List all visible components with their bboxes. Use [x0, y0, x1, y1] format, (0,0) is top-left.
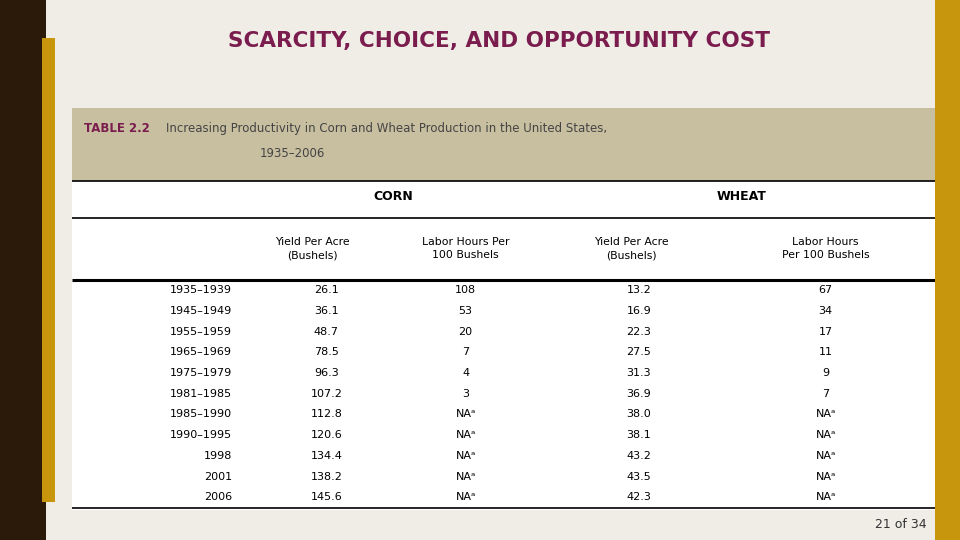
Text: CORN: CORN — [373, 190, 414, 203]
Text: WHEAT: WHEAT — [717, 190, 766, 203]
Text: 38.0: 38.0 — [627, 409, 651, 420]
Text: 7: 7 — [462, 347, 469, 357]
Text: Labor Hours Per
100 Bushels: Labor Hours Per 100 Bushels — [421, 237, 510, 260]
Text: 34: 34 — [819, 306, 832, 316]
Text: 38.1: 38.1 — [627, 430, 651, 440]
Text: Increasing Productivity in Corn and Wheat Production in the United States,: Increasing Productivity in Corn and Whea… — [166, 122, 608, 135]
Text: 1955–1959: 1955–1959 — [170, 327, 232, 336]
Text: 53: 53 — [459, 306, 472, 316]
Text: 1945–1949: 1945–1949 — [170, 306, 232, 316]
Text: 2001: 2001 — [204, 471, 232, 482]
Text: NAᵃ: NAᵃ — [455, 492, 476, 502]
Text: TABLE 2.2: TABLE 2.2 — [84, 122, 150, 135]
Text: NAᵃ: NAᵃ — [455, 409, 476, 420]
Text: 9: 9 — [822, 368, 829, 378]
Text: 1981–1985: 1981–1985 — [170, 389, 232, 399]
Text: 1935–2006: 1935–2006 — [259, 147, 324, 160]
Text: 78.5: 78.5 — [314, 347, 339, 357]
FancyBboxPatch shape — [3, 451, 43, 510]
Text: 67: 67 — [819, 285, 832, 295]
Text: 17: 17 — [819, 327, 832, 336]
Bar — [72, 108, 936, 181]
Text: 112.8: 112.8 — [310, 409, 343, 420]
Text: 20: 20 — [459, 327, 472, 336]
Text: Labor Hours
Per 100 Bushels: Labor Hours Per 100 Bushels — [781, 237, 870, 260]
Text: Yield Per Acre
(Bushels): Yield Per Acre (Bushels) — [594, 237, 668, 260]
Text: NAᵃ: NAᵃ — [455, 471, 476, 482]
Text: 108: 108 — [455, 285, 476, 295]
Text: 1990–1995: 1990–1995 — [170, 430, 232, 440]
Text: 3: 3 — [462, 389, 469, 399]
Text: SCARCITY, CHOICE, AND OPPORTUNITY COST: SCARCITY, CHOICE, AND OPPORTUNITY COST — [228, 30, 770, 51]
Text: 42.3: 42.3 — [627, 492, 651, 502]
Text: 11: 11 — [819, 347, 832, 357]
Text: 2006: 2006 — [204, 492, 232, 502]
Text: NAᵃ: NAᵃ — [815, 471, 836, 482]
Text: 1985–1990: 1985–1990 — [170, 409, 232, 420]
Text: 134.4: 134.4 — [310, 451, 343, 461]
Text: 43.5: 43.5 — [627, 471, 651, 482]
Text: 31.3: 31.3 — [627, 368, 651, 378]
Text: 13.2: 13.2 — [627, 285, 651, 295]
Text: 7: 7 — [822, 389, 829, 399]
Text: 27.5: 27.5 — [627, 347, 651, 357]
Text: NAᵃ: NAᵃ — [815, 430, 836, 440]
Text: 1935–1939: 1935–1939 — [170, 285, 232, 295]
Text: 96.3: 96.3 — [314, 368, 339, 378]
Text: 120.6: 120.6 — [310, 430, 343, 440]
Text: 21 of 34: 21 of 34 — [875, 518, 926, 531]
Text: NAᵃ: NAᵃ — [455, 451, 476, 461]
Text: 138.2: 138.2 — [310, 471, 343, 482]
Text: 22.3: 22.3 — [627, 327, 651, 336]
Bar — [72, 181, 936, 510]
Text: 36.9: 36.9 — [627, 389, 651, 399]
Text: NAᵃ: NAᵃ — [815, 409, 836, 420]
Text: 1998: 1998 — [204, 451, 232, 461]
Text: 26.1: 26.1 — [314, 285, 339, 295]
Text: Yield Per Acre
(Bushels): Yield Per Acre (Bushels) — [275, 237, 349, 260]
Text: 36.1: 36.1 — [314, 306, 339, 316]
Text: 43.2: 43.2 — [627, 451, 651, 461]
Text: 145.6: 145.6 — [310, 492, 343, 502]
Text: NAᵃ: NAᵃ — [455, 430, 476, 440]
Text: 107.2: 107.2 — [310, 389, 343, 399]
Text: 48.7: 48.7 — [314, 327, 339, 336]
Text: NAᵃ: NAᵃ — [815, 492, 836, 502]
Text: N: N — [18, 473, 28, 486]
Text: NAᵃ: NAᵃ — [815, 451, 836, 461]
Text: 16.9: 16.9 — [627, 306, 651, 316]
Text: 4: 4 — [462, 368, 469, 378]
Text: 1965–1969: 1965–1969 — [170, 347, 232, 357]
Text: 1975–1979: 1975–1979 — [170, 368, 232, 378]
